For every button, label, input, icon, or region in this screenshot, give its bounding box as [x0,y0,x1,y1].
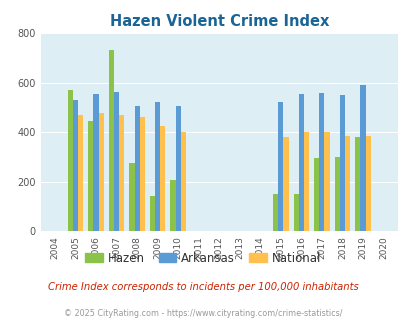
Title: Hazen Violent Crime Index: Hazen Violent Crime Index [109,14,328,29]
Bar [155,102,160,231]
Bar [283,137,288,231]
Bar [277,102,283,231]
Bar [73,100,78,231]
Bar [360,85,364,231]
Bar [298,94,303,231]
Bar [313,158,319,231]
Text: © 2025 CityRating.com - https://www.cityrating.com/crime-statistics/: © 2025 CityRating.com - https://www.city… [64,309,341,318]
Bar [78,115,83,231]
Bar [334,157,339,231]
Bar [139,117,145,231]
Bar [344,136,349,231]
Bar [129,163,134,231]
Bar [134,106,139,231]
Bar [93,94,98,231]
Bar [354,138,360,231]
Bar [180,132,185,231]
Bar [303,132,308,231]
Bar [364,137,370,231]
Bar [339,95,344,231]
Text: Crime Index corresponds to incidents per 100,000 inhabitants: Crime Index corresponds to incidents per… [47,282,358,292]
Legend: Hazen, Arkansas, National: Hazen, Arkansas, National [80,247,325,269]
Bar [175,106,180,231]
Bar [160,126,165,231]
Bar [324,132,329,231]
Bar [68,90,73,231]
Bar [170,180,175,231]
Bar [98,114,104,231]
Bar [109,50,114,231]
Bar [114,92,119,231]
Bar [88,121,93,231]
Bar [293,194,298,231]
Bar [149,196,155,231]
Bar [273,194,277,231]
Bar [319,93,324,231]
Bar [119,115,124,231]
